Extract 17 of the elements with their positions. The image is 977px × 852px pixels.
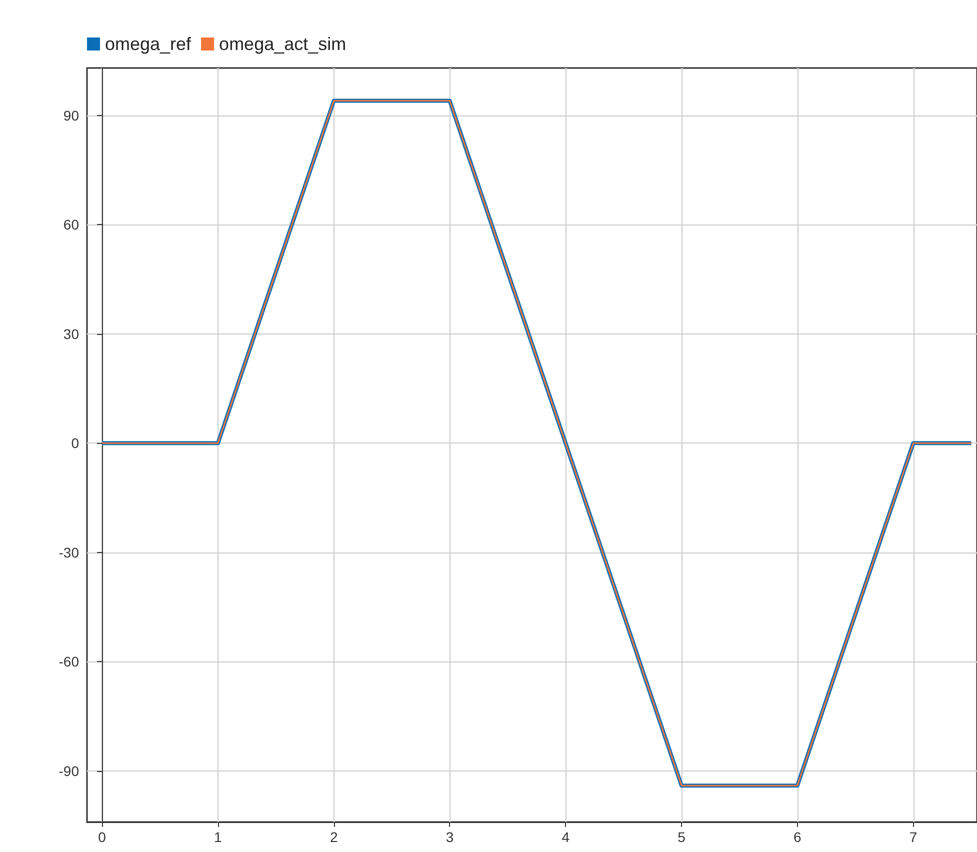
- y-tick-label: 0: [71, 435, 80, 452]
- y-tick-label: 90: [63, 107, 80, 124]
- y-tick-label: -60: [58, 654, 80, 670]
- x-tick-label: 7: [909, 829, 918, 845]
- x-tick-label: 3: [446, 829, 454, 845]
- x-tick-label: 1: [214, 829, 222, 845]
- x-tick-label: 6: [793, 829, 802, 845]
- x-tick-label: 2: [330, 829, 338, 845]
- y-tick-label: 60: [63, 216, 80, 233]
- legend-label: omega_act_sim: [219, 34, 346, 54]
- x-tick-label: 4: [562, 829, 570, 845]
- x-tick-label: 0: [98, 829, 106, 845]
- x-tick-label: 5: [678, 829, 686, 845]
- y-tick-label: -90: [58, 763, 80, 780]
- legend-label: omega_ref: [105, 34, 192, 54]
- y-tick-label: 30: [63, 326, 80, 342]
- y-tick-label: -30: [58, 544, 80, 560]
